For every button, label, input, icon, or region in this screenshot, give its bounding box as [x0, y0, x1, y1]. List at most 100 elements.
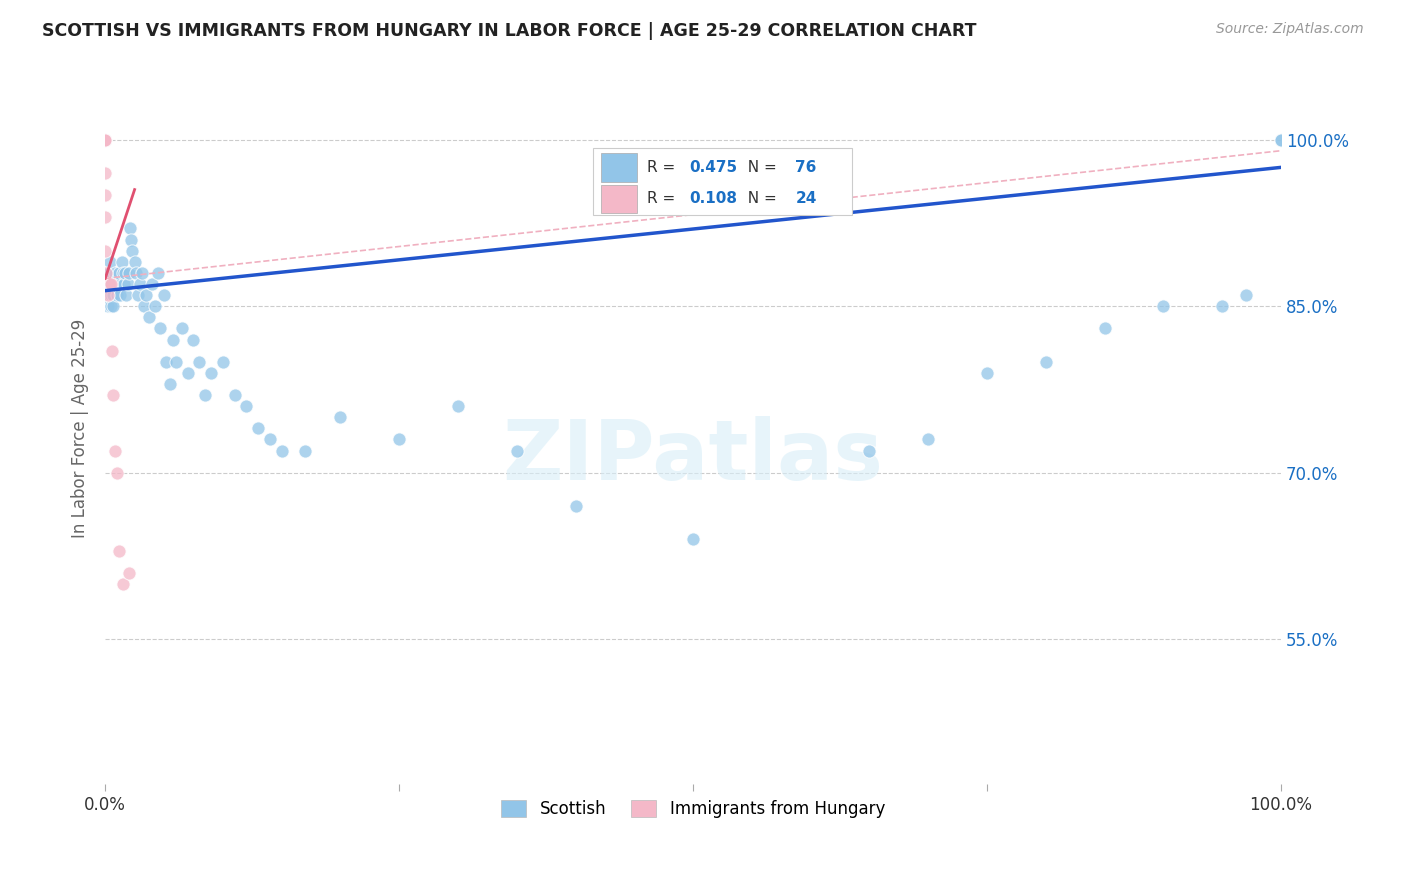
- Point: [132, 299, 155, 313]
- Point: [94, 277, 117, 291]
- FancyBboxPatch shape: [602, 185, 637, 213]
- Point: [135, 288, 157, 302]
- Point: [188, 355, 211, 369]
- Point: [98, 254, 121, 268]
- Text: SCOTTISH VS IMMIGRANTS FROM HUNGARY IN LABOR FORCE | AGE 25-29 CORRELATION CHART: SCOTTISH VS IMMIGRANTS FROM HUNGARY IN L…: [42, 22, 977, 40]
- Point: [96, 266, 118, 280]
- Point: [682, 533, 704, 547]
- Point: [108, 266, 131, 280]
- FancyBboxPatch shape: [593, 147, 852, 215]
- Point: [94, 133, 117, 147]
- Point: [97, 277, 120, 291]
- Point: [120, 233, 142, 247]
- Point: [96, 266, 118, 280]
- Point: [1152, 299, 1174, 313]
- Point: [105, 277, 128, 291]
- Point: [118, 221, 141, 235]
- Point: [94, 133, 117, 147]
- Point: [104, 443, 127, 458]
- Point: [917, 433, 939, 447]
- Point: [97, 277, 120, 291]
- Point: [127, 288, 149, 302]
- Point: [111, 266, 134, 280]
- Text: R =: R =: [647, 160, 681, 175]
- Point: [125, 266, 148, 280]
- Point: [110, 288, 132, 302]
- Point: [117, 277, 139, 291]
- Point: [235, 399, 257, 413]
- Point: [100, 288, 122, 302]
- FancyBboxPatch shape: [602, 153, 637, 182]
- Text: 0.108: 0.108: [689, 191, 738, 206]
- Point: [98, 277, 121, 291]
- Y-axis label: In Labor Force | Age 25-29: In Labor Force | Age 25-29: [72, 318, 89, 538]
- Point: [100, 277, 122, 291]
- Point: [1270, 133, 1292, 147]
- Point: [94, 166, 117, 180]
- Text: Source: ZipAtlas.com: Source: ZipAtlas.com: [1216, 22, 1364, 37]
- Point: [1211, 299, 1233, 313]
- Point: [96, 277, 118, 291]
- Text: N =: N =: [738, 191, 782, 206]
- Point: [176, 366, 198, 380]
- Point: [170, 321, 193, 335]
- Point: [131, 266, 153, 280]
- Point: [270, 443, 292, 458]
- Point: [94, 288, 117, 302]
- Point: [103, 288, 125, 302]
- Point: [94, 133, 117, 147]
- Point: [224, 388, 246, 402]
- Point: [97, 288, 120, 302]
- Point: [97, 299, 120, 313]
- Point: [94, 211, 117, 225]
- Point: [118, 266, 141, 280]
- Point: [103, 388, 125, 402]
- Point: [447, 399, 470, 413]
- Point: [98, 277, 121, 291]
- Point: [247, 421, 270, 435]
- Point: [1270, 133, 1292, 147]
- Point: [94, 133, 117, 147]
- Point: [200, 366, 222, 380]
- Legend: Scottish, Immigrants from Hungary: Scottish, Immigrants from Hungary: [495, 794, 891, 825]
- Point: [121, 244, 143, 258]
- Point: [183, 333, 205, 347]
- Point: [101, 277, 124, 291]
- Point: [162, 333, 184, 347]
- Point: [104, 277, 127, 291]
- Point: [159, 376, 181, 391]
- Point: [118, 566, 141, 580]
- Point: [1035, 355, 1057, 369]
- Point: [146, 266, 169, 280]
- Point: [97, 288, 120, 302]
- Point: [155, 355, 177, 369]
- Point: [129, 277, 152, 291]
- Point: [94, 244, 117, 258]
- Point: [111, 577, 134, 591]
- Point: [114, 266, 136, 280]
- Text: 0.475: 0.475: [689, 160, 738, 175]
- Point: [138, 310, 160, 325]
- Point: [149, 321, 172, 335]
- Text: N =: N =: [738, 160, 782, 175]
- Point: [211, 355, 233, 369]
- Text: ZIPatlas: ZIPatlas: [502, 417, 883, 497]
- Point: [97, 277, 120, 291]
- Point: [94, 188, 117, 202]
- Point: [105, 466, 128, 480]
- Point: [165, 355, 187, 369]
- Point: [1094, 321, 1116, 335]
- Text: 24: 24: [796, 191, 817, 206]
- Text: R =: R =: [647, 191, 681, 206]
- Point: [506, 443, 529, 458]
- Point: [104, 266, 127, 280]
- Point: [294, 443, 316, 458]
- Point: [124, 254, 146, 268]
- Point: [105, 288, 128, 302]
- Point: [94, 133, 117, 147]
- Point: [153, 288, 176, 302]
- Point: [108, 543, 131, 558]
- Point: [329, 410, 352, 425]
- Point: [1234, 288, 1257, 302]
- Point: [101, 343, 124, 358]
